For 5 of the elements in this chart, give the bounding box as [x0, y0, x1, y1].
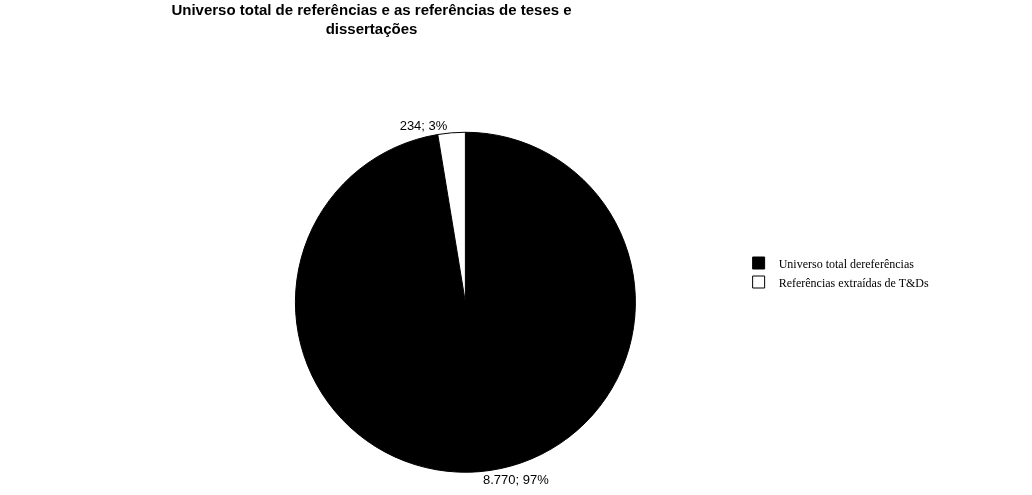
legend-label: Universo total dereferências: [778, 256, 915, 271]
data-label: 8.770; 97%: [483, 471, 550, 487]
legend-label: Referências extraídas de T&Ds: [778, 275, 930, 290]
chart-title: Universo total de referências e as referências de teses e dissertações: [171, 0, 572, 38]
data-label: 234; 3%: [399, 117, 448, 133]
